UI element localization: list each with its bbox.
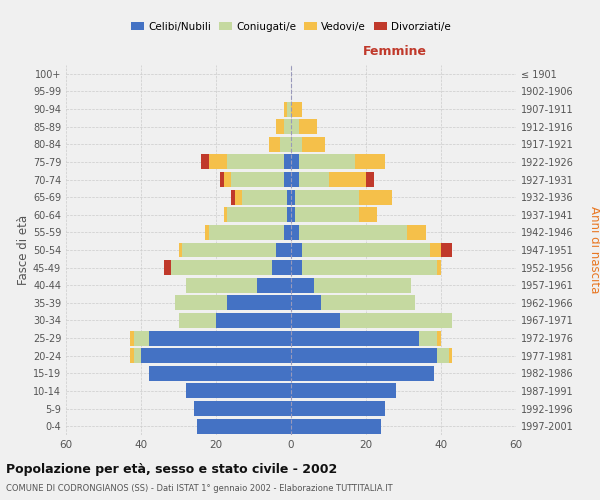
Bar: [201, 154, 209, 170]
Bar: [295, 208, 359, 222]
Bar: [291, 225, 299, 240]
Bar: [441, 242, 452, 258]
Bar: [291, 348, 437, 363]
Bar: [197, 418, 291, 434]
Bar: [149, 366, 291, 381]
Bar: [231, 172, 284, 187]
Y-axis label: Fasce di età: Fasce di età: [17, 215, 30, 285]
Bar: [291, 313, 340, 328]
Bar: [437, 260, 441, 275]
Bar: [257, 278, 291, 292]
Bar: [299, 154, 355, 170]
Bar: [302, 242, 430, 258]
Bar: [179, 313, 216, 328]
Bar: [141, 348, 291, 363]
Bar: [284, 154, 291, 170]
Bar: [291, 401, 385, 416]
Bar: [287, 190, 291, 204]
Bar: [209, 154, 227, 170]
Bar: [407, 225, 426, 240]
Bar: [295, 190, 359, 204]
Legend: Celibi/Nubili, Coniugati/e, Vedovi/e, Divorziati/e: Celibi/Nubili, Coniugati/e, Vedovi/e, Di…: [128, 18, 454, 34]
Bar: [242, 190, 287, 204]
Bar: [186, 384, 291, 398]
Bar: [284, 119, 291, 134]
Bar: [291, 102, 302, 116]
Bar: [231, 190, 235, 204]
Bar: [171, 260, 272, 275]
Bar: [291, 172, 299, 187]
Bar: [276, 242, 291, 258]
Bar: [276, 119, 284, 134]
Bar: [291, 418, 381, 434]
Bar: [299, 172, 329, 187]
Bar: [220, 172, 223, 187]
Bar: [179, 242, 182, 258]
Bar: [163, 260, 171, 275]
Bar: [291, 260, 302, 275]
Bar: [223, 208, 227, 222]
Bar: [130, 348, 133, 363]
Text: Popolazione per età, sesso e stato civile - 2002: Popolazione per età, sesso e stato civil…: [6, 462, 337, 475]
Bar: [272, 260, 291, 275]
Bar: [291, 296, 321, 310]
Bar: [302, 260, 437, 275]
Bar: [130, 330, 133, 345]
Bar: [359, 208, 377, 222]
Bar: [430, 242, 441, 258]
Bar: [291, 208, 295, 222]
Bar: [227, 208, 287, 222]
Bar: [182, 242, 276, 258]
Bar: [291, 278, 314, 292]
Bar: [175, 296, 227, 310]
Bar: [235, 190, 242, 204]
Bar: [287, 208, 291, 222]
Y-axis label: Anni di nascita: Anni di nascita: [587, 206, 600, 294]
Bar: [280, 137, 291, 152]
Bar: [287, 102, 291, 116]
Bar: [299, 119, 317, 134]
Bar: [291, 137, 302, 152]
Bar: [223, 172, 231, 187]
Bar: [193, 401, 291, 416]
Bar: [299, 225, 407, 240]
Bar: [227, 154, 284, 170]
Bar: [133, 348, 141, 363]
Bar: [284, 102, 287, 116]
Bar: [205, 225, 209, 240]
Bar: [291, 330, 419, 345]
Bar: [227, 296, 291, 310]
Bar: [437, 330, 441, 345]
Bar: [284, 225, 291, 240]
Bar: [209, 225, 284, 240]
Bar: [437, 348, 449, 363]
Bar: [149, 330, 291, 345]
Text: COMUNE DI CODRONGIANOS (SS) - Dati ISTAT 1° gennaio 2002 - Elaborazione TUTTITAL: COMUNE DI CODRONGIANOS (SS) - Dati ISTAT…: [6, 484, 392, 493]
Bar: [291, 119, 299, 134]
Bar: [291, 366, 433, 381]
Bar: [284, 172, 291, 187]
Text: Femmine: Femmine: [362, 44, 427, 58]
Bar: [314, 278, 411, 292]
Bar: [419, 330, 437, 345]
Bar: [355, 154, 385, 170]
Bar: [133, 330, 149, 345]
Bar: [291, 384, 396, 398]
Bar: [340, 313, 452, 328]
Bar: [291, 242, 302, 258]
Bar: [269, 137, 280, 152]
Bar: [449, 348, 452, 363]
Bar: [186, 278, 257, 292]
Bar: [216, 313, 291, 328]
Bar: [291, 154, 299, 170]
Bar: [359, 190, 392, 204]
Bar: [321, 296, 415, 310]
Bar: [291, 190, 295, 204]
Bar: [366, 172, 373, 187]
Bar: [302, 137, 325, 152]
Bar: [329, 172, 366, 187]
